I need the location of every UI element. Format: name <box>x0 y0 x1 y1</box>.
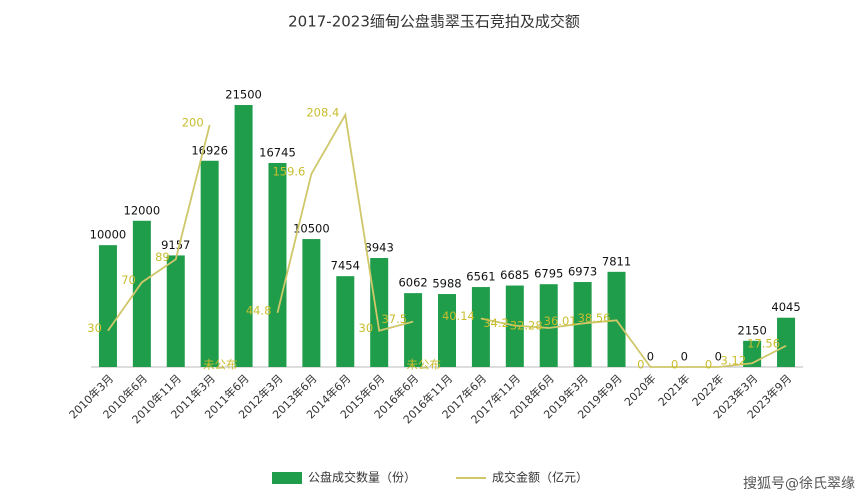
line <box>107 112 787 368</box>
bar <box>302 239 321 367</box>
bar-value-label: 6062 <box>398 276 427 290</box>
bar-value-label: 0 <box>681 350 688 364</box>
bar-value-label: 10000 <box>90 228 127 242</box>
bar <box>268 162 287 367</box>
bar <box>200 160 219 367</box>
bar-value-label: 0 <box>715 350 722 364</box>
bar <box>234 105 253 367</box>
line-value-label: 208.4 <box>306 105 339 119</box>
legend-swatch <box>272 472 302 484</box>
bar-value-label: 6973 <box>568 265 597 279</box>
bar-value-label: 2150 <box>738 323 767 337</box>
line-value-label: 38.56 <box>578 311 611 325</box>
bar-value-label: 5988 <box>432 277 461 291</box>
watermark: 搜狐号@徐氏翠缘 <box>743 476 855 492</box>
bar-value-label: 6685 <box>500 268 529 282</box>
bar <box>98 245 117 367</box>
bar <box>336 276 355 367</box>
legend-label: 公盘成交数量（份） <box>308 470 416 485</box>
x-tick-label: 2020年 <box>621 371 658 408</box>
line-value-label: 30 <box>359 321 374 335</box>
line-value-label: 159.6 <box>272 164 305 178</box>
line-value-label: 200 <box>182 116 204 130</box>
bar <box>438 294 456 367</box>
bar <box>607 271 626 367</box>
bar <box>573 282 592 367</box>
legend-label: 成交金额（亿元） <box>492 470 588 485</box>
bar-value-label: 0 <box>647 350 654 364</box>
line-value-label: 70 <box>121 273 136 287</box>
line-value-label: 40.14 <box>442 309 475 323</box>
bar-value-label: 12000 <box>124 203 161 217</box>
line-value-label: 89 <box>155 250 170 264</box>
chart-title: 2017-2023缅甸公盘翡翠玉石竞拍及成交额 <box>288 13 580 31</box>
bar-value-label: 8943 <box>365 241 394 255</box>
bar-value-label: 21500 <box>225 88 262 102</box>
line-value-label: 30 <box>87 321 102 335</box>
line-value-label: 0 <box>637 358 644 372</box>
bar <box>539 284 558 367</box>
bar <box>370 258 389 367</box>
bar-value-label: 16926 <box>191 143 228 157</box>
bar <box>166 255 185 367</box>
bar-value-label: 6561 <box>466 270 495 284</box>
bar-value-label: 6795 <box>534 267 563 281</box>
bar <box>404 293 423 367</box>
bar-value-label: 9157 <box>161 238 190 252</box>
bar <box>777 317 796 367</box>
x-tick-label: 2021年 <box>655 371 692 408</box>
line-value-label: 37.5 <box>381 312 407 326</box>
line-value-label: 3.12 <box>721 354 747 368</box>
bar <box>471 287 490 367</box>
line-value-label: 34.2 <box>483 316 509 330</box>
line-value-label: 17.56 <box>747 336 780 350</box>
line-value-label: 36.01 <box>544 314 577 328</box>
line-value-label: 0 <box>671 358 678 372</box>
bar-value-label: 7811 <box>602 254 631 268</box>
bar-value-label: 4045 <box>771 300 800 314</box>
line-value-label: 未公布 <box>407 358 442 372</box>
bar-value-label: 16745 <box>259 145 296 159</box>
line-value-label: 未公布 <box>203 358 238 372</box>
line-value-label: 0 <box>705 358 712 372</box>
bar <box>132 220 151 367</box>
bar-value-label: 7454 <box>331 259 360 273</box>
line-value-label: 44.8 <box>246 303 272 317</box>
bar-value-label: 10500 <box>293 222 330 236</box>
line-value-label: 32.28 <box>510 318 543 332</box>
